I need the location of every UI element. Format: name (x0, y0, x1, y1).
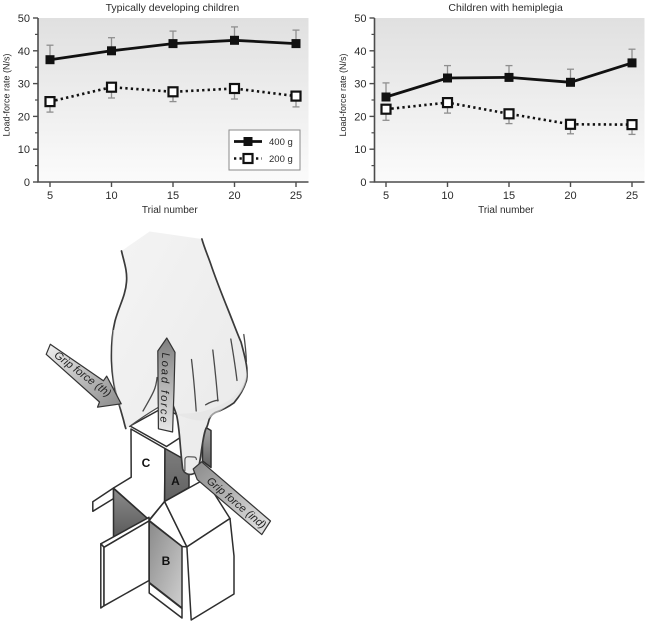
svg-text:B: B (162, 554, 171, 568)
svg-text:Load-force rate (N/s): Load-force rate (N/s) (2, 53, 12, 136)
svg-text:20: 20 (564, 190, 576, 202)
svg-text:40: 40 (354, 46, 366, 58)
svg-text:Typically developing children: Typically developing children (106, 2, 240, 14)
svg-text:Trial number: Trial number (142, 205, 198, 216)
svg-text:15: 15 (167, 190, 179, 202)
svg-text:0: 0 (360, 177, 366, 189)
svg-text:Trial number: Trial number (478, 205, 534, 216)
svg-text:15: 15 (503, 190, 515, 202)
svg-text:Grip force (th): Grip force (th) (52, 349, 114, 400)
svg-text:30: 30 (18, 79, 30, 91)
svg-text:50: 50 (354, 13, 366, 25)
svg-text:10: 10 (441, 190, 453, 202)
svg-text:25: 25 (290, 190, 302, 202)
svg-text:Load-force rate (N/s): Load-force rate (N/s) (338, 53, 348, 136)
svg-text:20: 20 (18, 111, 30, 123)
svg-text:200 g: 200 g (269, 154, 293, 165)
svg-text:25: 25 (626, 190, 638, 202)
svg-text:50: 50 (18, 13, 30, 25)
svg-text:Load force: Load force (157, 352, 171, 424)
svg-text:10: 10 (105, 190, 117, 202)
svg-text:10: 10 (354, 144, 366, 156)
svg-text:400 g: 400 g (269, 137, 293, 148)
svg-text:A: A (171, 474, 180, 488)
svg-text:40: 40 (18, 46, 30, 58)
svg-text:10: 10 (18, 144, 30, 156)
svg-text:20: 20 (354, 111, 366, 123)
svg-text:0: 0 (24, 177, 30, 189)
svg-text:30: 30 (354, 79, 366, 91)
svg-text:20: 20 (228, 190, 240, 202)
svg-text:5: 5 (383, 190, 389, 202)
svg-text:5: 5 (47, 190, 53, 202)
svg-text:C: C (142, 456, 151, 470)
svg-text:Children with hemiplegia: Children with hemiplegia (448, 2, 563, 14)
